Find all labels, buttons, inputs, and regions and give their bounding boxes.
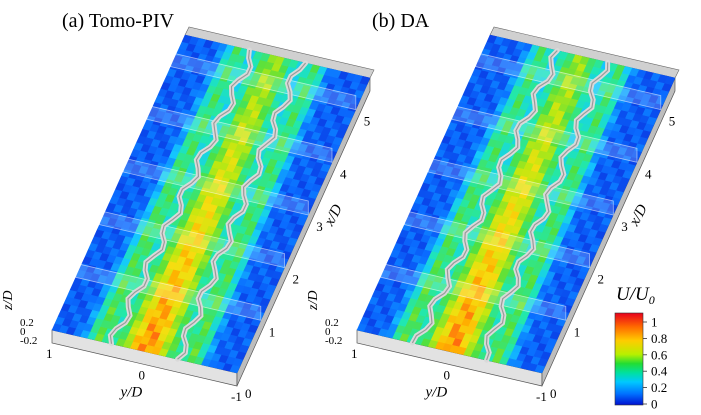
z-tick-label: 0.2 <box>20 317 34 329</box>
colorbar-tick-label: 0 <box>651 397 658 412</box>
x-origin-tick-label: 0 <box>550 386 557 401</box>
colorbar: U/U0 10.80.6 0.40.2 0 <box>614 284 668 412</box>
x-axis-label: x/D <box>321 202 346 230</box>
y-tick-label: 1 <box>46 346 53 361</box>
z-tick-label: 0 <box>325 326 331 338</box>
y-axis-label: y/D <box>119 385 143 401</box>
colorbar-scale <box>614 312 644 406</box>
iso-surface <box>107 47 309 362</box>
x-tick-label: 2 <box>293 272 300 287</box>
z-axis: 0.20-0.2 z/D <box>306 291 342 347</box>
y-tick-label: 1 <box>351 346 358 361</box>
y-tick-label: -1 <box>231 389 242 404</box>
z-axis: 0.20-0.2 z/D <box>1 291 37 347</box>
cross-section-plane <box>475 52 662 111</box>
z-tick-label: -0.2 <box>20 335 37 347</box>
x-tick-label: 3 <box>621 219 628 234</box>
cross-section-plane <box>146 104 333 163</box>
colorbar-tick-label: 0.6 <box>651 347 668 362</box>
x-tick-label: 1 <box>574 324 581 339</box>
colorbar-tick-label: 0.2 <box>651 380 667 395</box>
y-tick-label: -1 <box>536 389 547 404</box>
panel-a-title: (a) Tomo-PIV <box>62 10 175 32</box>
y-axis: 10-1y/D 0 <box>351 346 557 404</box>
x-tick-label: 4 <box>645 166 652 181</box>
y-tick-label: 0 <box>139 368 146 383</box>
cross-section-plane <box>170 52 357 111</box>
x-axis-label: x/D <box>626 202 651 230</box>
x-tick-label: 2 <box>598 272 605 287</box>
colorbar-tick-label: 0.8 <box>651 331 667 346</box>
x-tick-label: 3 <box>316 219 323 234</box>
iso-surface <box>409 48 611 363</box>
colorbar-label: U/U0 <box>616 284 655 307</box>
x-tick-label: 4 <box>340 166 347 181</box>
y-axis: 10-1y/D 0 <box>46 346 252 404</box>
y-tick-label: 0 <box>444 368 451 383</box>
cross-section-plane <box>380 262 567 321</box>
z-tick-label: 0 <box>20 326 26 338</box>
x-tick-label: 5 <box>364 114 371 129</box>
z-tick-label: 0.2 <box>325 317 339 329</box>
colorbar-tick-label: 0.4 <box>651 364 668 379</box>
z-axis-label: z/D <box>1 291 16 311</box>
panel-b-title: (b) DA <box>372 10 430 32</box>
colorbar-tick-label: 1 <box>651 315 658 330</box>
z-axis-label: z/D <box>306 291 321 311</box>
x-tick-label: 5 <box>669 114 676 129</box>
velocity-contour-field <box>51 34 371 374</box>
y-axis-label: y/D <box>424 385 448 401</box>
x-origin-tick-label: 0 <box>245 386 252 401</box>
x-tick-label: 1 <box>269 324 276 339</box>
cross-section-plane <box>427 157 614 216</box>
z-tick-label: -0.2 <box>325 335 342 347</box>
